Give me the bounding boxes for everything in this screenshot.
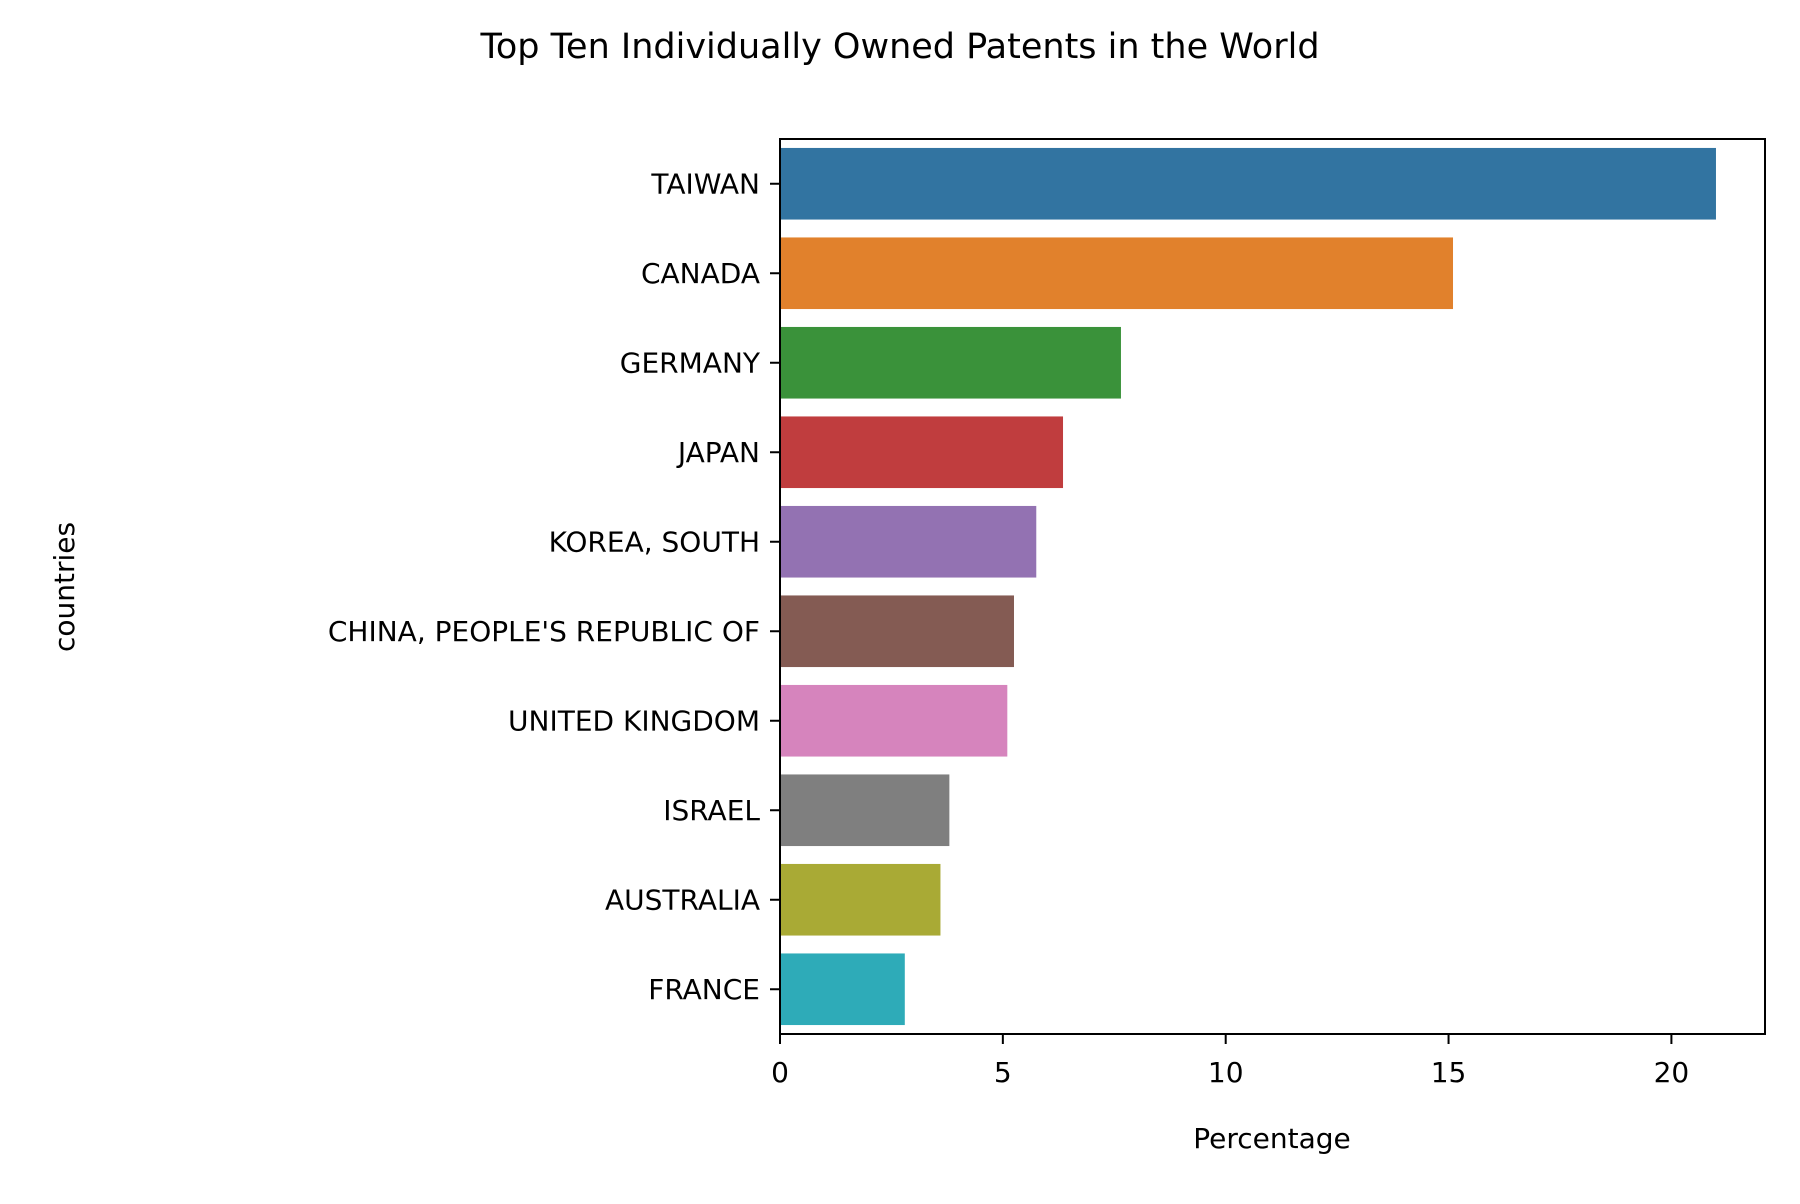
x-tick-label: 0 — [771, 1056, 789, 1089]
y-tick-label-israel: ISRAEL — [663, 794, 760, 827]
x-tick-label: 15 — [1431, 1056, 1467, 1089]
y-tick-label-korea-south: KOREA, SOUTH — [549, 525, 760, 558]
bar-china-people-s-republic-of — [780, 595, 1014, 667]
y-axis-label: countries — [48, 522, 81, 652]
y-tick-label-france: FRANCE — [648, 973, 760, 1006]
y-axis-ticks: TAIWAN CANADA GERMANY JAPAN KOREA, SOUTH CHIN… — [328, 167, 780, 1006]
bar-germany — [780, 327, 1121, 399]
bar-taiwan — [780, 148, 1716, 220]
x-tick-label: 20 — [1654, 1056, 1690, 1089]
y-tick-label-china-people-s-republic-of: CHINA, PEOPLE'S REPUBLIC OF — [328, 615, 760, 648]
x-axis-ticks: 0 5 10 15 20 — [771, 1034, 1689, 1089]
y-tick-label-taiwan: TAIWAN — [650, 167, 760, 200]
bar-canada — [780, 237, 1453, 309]
y-tick-label-united-kingdom: UNITED KINGDOM — [508, 704, 760, 737]
bar-israel — [780, 774, 949, 846]
chart-title: Top Ten Individually Owned Patents in th… — [479, 27, 1319, 67]
x-tick-label: 10 — [1208, 1056, 1244, 1089]
y-tick-label-canada: CANADA — [641, 257, 760, 290]
bar-australia — [780, 864, 940, 936]
y-tick-label-germany: GERMANY — [620, 346, 761, 379]
x-axis-label: Percentage — [1193, 1122, 1351, 1155]
x-tick-label: 5 — [994, 1056, 1012, 1089]
y-tick-label-australia: AUSTRALIA — [605, 883, 760, 916]
bar-france — [780, 953, 905, 1025]
bar-united-kingdom — [780, 685, 1007, 757]
bar-japan — [780, 416, 1063, 488]
y-tick-label-japan: JAPAN — [676, 436, 760, 469]
bar-korea-south — [780, 506, 1036, 578]
bars-layer — [780, 148, 1716, 1025]
